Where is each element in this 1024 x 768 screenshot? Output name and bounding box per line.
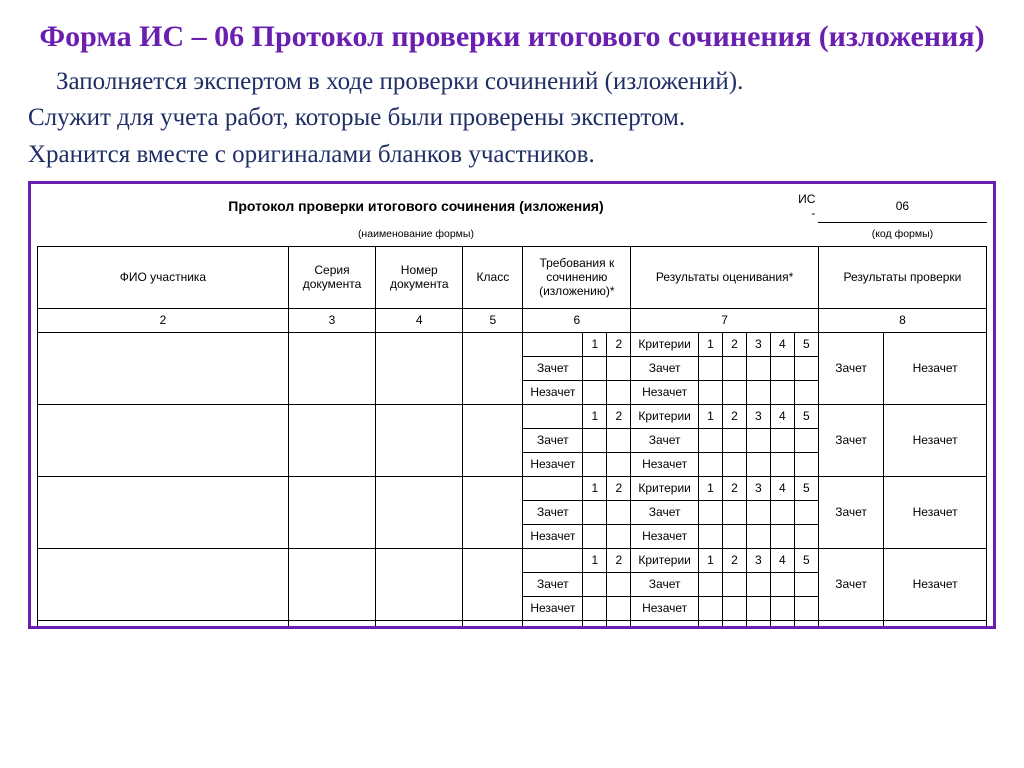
cell-treb-2: 2: [607, 332, 631, 356]
table-row: 1 2 Критерии 1 2 3 4 5 Зачет Незачет: [38, 476, 987, 500]
form-subtitle-row: (наименование формы) (код формы): [38, 222, 987, 246]
paragraph-3: Хранится вместе с оригиналами бланков уч…: [28, 139, 996, 172]
cell-zachet-r: Зачет: [631, 356, 699, 380]
coln-2: 2: [38, 308, 289, 332]
table-row: 1 2 Критерии 1 2 3 4 5 Зачет Незачет: [38, 548, 987, 572]
cell-k2: 2: [722, 332, 746, 356]
cell-zachet-l: Зачет: [523, 356, 583, 380]
coln-3: 3: [288, 308, 375, 332]
paragraph-2: Служит для учета работ, которые были про…: [28, 102, 996, 135]
coln-4: 4: [376, 308, 463, 332]
cell-k3: 3: [746, 332, 770, 356]
cell-nezachet-r: Незачет: [631, 380, 699, 404]
cell-k4: 4: [770, 332, 794, 356]
hdr-rez-prov: Результаты проверки: [818, 246, 986, 308]
colnum-row: 2 3 4 5 6 7 8: [38, 308, 987, 332]
cell-treb-1: 1: [583, 332, 607, 356]
hdr-klass: Класс: [463, 246, 523, 308]
table-row: 1 2 Критерии 1 2 3 4 5 Зачет Незачет: [38, 620, 987, 629]
coln-7: 7: [631, 308, 819, 332]
table-row: 1 2 Критерии 1 2 3 4 5 Зачет Незачет: [38, 332, 987, 356]
cell-fio: [38, 332, 289, 404]
cell-k5: 5: [794, 332, 818, 356]
cell-k1: 1: [698, 332, 722, 356]
form-title-row: Протокол проверки итогового сочинения (и…: [38, 190, 987, 222]
slide-title: Форма ИС – 06 Протокол проверки итоговог…: [28, 18, 996, 56]
cell-klass: [463, 332, 523, 404]
hdr-seria: Серия документа: [288, 246, 375, 308]
cell-res-zachet: Зачет: [818, 332, 883, 404]
table-row: 1 2 Критерии 1 2 3 4 5 Зачет Незачет: [38, 404, 987, 428]
is-label: ИС -: [794, 190, 818, 222]
is-code: 06: [818, 190, 986, 222]
coln-8: 8: [818, 308, 986, 332]
hdr-nomer: Номер документа: [376, 246, 463, 308]
kod-formy-label: (код формы): [818, 222, 986, 246]
slide: Форма ИС – 06 Протокол проверки итоговог…: [0, 0, 1024, 768]
cell-treb-blank: [523, 332, 583, 356]
cell-nomer: [376, 332, 463, 404]
header-row: ФИО участника Серия документа Номер доку…: [38, 246, 987, 308]
cell-res-nezachet: Незачет: [884, 332, 987, 404]
hdr-treb: Требования к сочинению (изложению)*: [523, 246, 631, 308]
cell-nezachet-l: Незачет: [523, 380, 583, 404]
cell-seria: [288, 332, 375, 404]
form-frame: Протокол проверки итогового сочинения (и…: [28, 181, 996, 629]
cell-kriterii: Критерии: [631, 332, 699, 356]
protocol-title: Протокол проверки итогового сочинения (и…: [38, 190, 795, 222]
hdr-rez-ots: Результаты оценивания*: [631, 246, 819, 308]
coln-5: 5: [463, 308, 523, 332]
naimenovanie-label: (наименование формы): [38, 222, 795, 246]
protocol-table: Протокол проверки итогового сочинения (и…: [37, 190, 987, 629]
coln-6: 6: [523, 308, 631, 332]
paragraph-1: Заполняется экспертом в ходе проверки со…: [28, 66, 996, 99]
hdr-fio: ФИО участника: [38, 246, 289, 308]
